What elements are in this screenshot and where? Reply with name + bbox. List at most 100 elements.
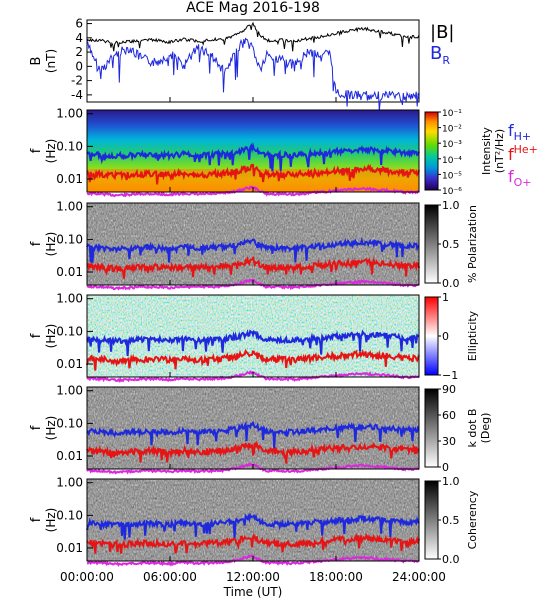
y-label: f bbox=[29, 333, 44, 338]
colorbar-tick-label: 10⁻¹ bbox=[442, 109, 462, 119]
field-legend: |B| BR bbox=[430, 22, 454, 67]
o-plus-line bbox=[86, 554, 420, 567]
he-plus-line bbox=[86, 163, 420, 185]
y-unit: (Hz) bbox=[44, 416, 58, 441]
colorbar-tick-label: −1 bbox=[442, 369, 458, 382]
y-tick-label: 0.01 bbox=[56, 265, 83, 279]
y-tick-label: 1.00 bbox=[56, 292, 83, 306]
colorbar-tick-label: 0.5 bbox=[442, 238, 460, 251]
y-tick-label: 1.00 bbox=[56, 107, 83, 121]
colorbar-label: % Polarization bbox=[466, 205, 479, 283]
x-tick-label: 24:00:00 bbox=[392, 570, 446, 584]
he-plus-line bbox=[86, 255, 420, 279]
he-plus-line bbox=[86, 532, 420, 554]
colorbar-tick-label: 1.0 bbox=[442, 199, 460, 212]
chart-title: ACE Mag 2016-198 bbox=[186, 0, 320, 16]
colorbar-tick-label: 10⁻⁶ bbox=[442, 187, 462, 197]
colorbar bbox=[424, 111, 439, 191]
colorbar-tick-label: 60 bbox=[442, 409, 456, 422]
field-y-unit: (nT) bbox=[44, 49, 58, 73]
y-tick-label: 0.10 bbox=[56, 139, 83, 153]
legend-fHe: fHe+ bbox=[508, 143, 538, 164]
y-tick-label: 1.00 bbox=[56, 384, 83, 398]
colorbar-label: Ellipticity bbox=[466, 310, 479, 361]
colorbar-label: Coherency bbox=[466, 490, 479, 549]
legend-fO-label: f bbox=[508, 167, 514, 186]
spectrogram-texture bbox=[87, 387, 419, 469]
colorbar-label: k dot B bbox=[466, 409, 479, 448]
colorbar-unit: (Deg) bbox=[479, 413, 492, 444]
colorbar-tick-label: 10⁻⁴ bbox=[442, 156, 462, 166]
he-plus-line bbox=[86, 348, 420, 371]
colorbar bbox=[424, 388, 439, 468]
y-label: f bbox=[29, 517, 44, 522]
y-tick-label: 6 bbox=[75, 17, 83, 31]
colorbar-unit: (nT²/Hz) bbox=[493, 129, 506, 173]
colorbar-tick-label: 0 bbox=[442, 461, 449, 474]
y-unit: (Hz) bbox=[44, 139, 58, 164]
colorbar-tick-label: 30 bbox=[442, 435, 456, 448]
colorbar-tick-label: 1 bbox=[442, 291, 449, 304]
legend-fHe-sup: He+ bbox=[514, 143, 538, 156]
y-tick-label: 0.10 bbox=[56, 232, 83, 246]
legend-br-label: B bbox=[430, 43, 442, 64]
legend-fO-sub: O+ bbox=[514, 176, 532, 189]
colorbar-tick-label: 10⁻⁵ bbox=[442, 171, 462, 181]
field-plot-area bbox=[86, 19, 420, 103]
y-tick-label: 0.01 bbox=[56, 449, 83, 463]
colorbar-label: Intensity bbox=[480, 127, 493, 175]
legend-fHe-label: f bbox=[508, 145, 514, 164]
legend-br: BR bbox=[430, 43, 450, 67]
legend-fH: fH+ bbox=[508, 121, 531, 143]
colorbar-tick-label: 0.5 bbox=[442, 514, 460, 527]
gyro-legend: fH+ fHe+ fO+ bbox=[508, 121, 538, 189]
h-plus-line bbox=[86, 329, 420, 357]
y-tick-label: 0.10 bbox=[56, 508, 83, 522]
colorbar-tick-label: 90 bbox=[442, 383, 456, 396]
colorbar-tick-label: 10⁻² bbox=[442, 125, 462, 135]
h-plus-line bbox=[86, 236, 420, 263]
y-tick-label: 1.00 bbox=[56, 476, 83, 490]
legend-fH-label: f bbox=[508, 121, 514, 140]
colorbar-tick-label: 10⁻³ bbox=[442, 140, 462, 150]
colorbar-tick-label: 0 bbox=[442, 330, 449, 343]
y-tick-label: -4 bbox=[71, 88, 83, 102]
h-plus-line bbox=[86, 420, 420, 449]
colorbar bbox=[424, 296, 439, 376]
y-tick-label: 0.01 bbox=[56, 172, 83, 186]
legend-fO: fO+ bbox=[508, 167, 532, 189]
o-plus-line bbox=[86, 278, 420, 291]
y-tick-label: 0.10 bbox=[56, 416, 83, 430]
intensity-panel: 1.00 0.10 0.01 f (Hz) 10⁻¹ 10⁻² 10⁻³ 10⁻⁴ 10⁻⁵ 10⁻… bbox=[29, 107, 506, 198]
y-tick-label: 0.01 bbox=[56, 357, 83, 371]
y-tick-label: 2 bbox=[75, 45, 83, 59]
legend-fH-sub: H+ bbox=[514, 130, 532, 143]
field-y-label: B bbox=[29, 57, 44, 66]
legend-bmag: |B| bbox=[430, 22, 454, 43]
y-unit: (Hz) bbox=[44, 508, 58, 533]
y-tick-label: -2 bbox=[71, 74, 83, 88]
x-tick-label: 00:00:00 bbox=[60, 570, 114, 584]
colorbar-tick-label: 0.0 bbox=[442, 553, 460, 566]
kdotb-panel: 1.00 0.10 0.01 f (Hz) 90 60 30 0 k dot B (Deg) bbox=[29, 383, 492, 475]
x-tick-label: 18:00:00 bbox=[309, 570, 363, 584]
colorbar bbox=[424, 204, 439, 284]
he-plus-line bbox=[86, 440, 420, 464]
y-tick-label: 4 bbox=[75, 31, 83, 45]
y-tick-label: 0.01 bbox=[56, 541, 83, 555]
y-tick-label: 0 bbox=[75, 59, 83, 73]
h-plus-line bbox=[86, 512, 420, 540]
coherency-panel: 1.00 0.10 0.01 f (Hz) 1.0 0.5 0.0 Coherency bbox=[29, 475, 479, 567]
colorbar-tick-label: 1.0 bbox=[442, 475, 460, 488]
x-axis: 00:00:00 06:00:00 12:00:00 18:00:00 24:0… bbox=[60, 570, 446, 599]
bmag-series-line bbox=[86, 21, 420, 52]
y-tick-label: 0.10 bbox=[56, 324, 83, 338]
y-label: f bbox=[29, 425, 44, 430]
y-label: f bbox=[29, 241, 44, 246]
y-tick-label: 1.00 bbox=[56, 200, 83, 214]
legend-br-sub: R bbox=[442, 54, 450, 67]
x-tick-label: 06:00:00 bbox=[143, 570, 197, 584]
